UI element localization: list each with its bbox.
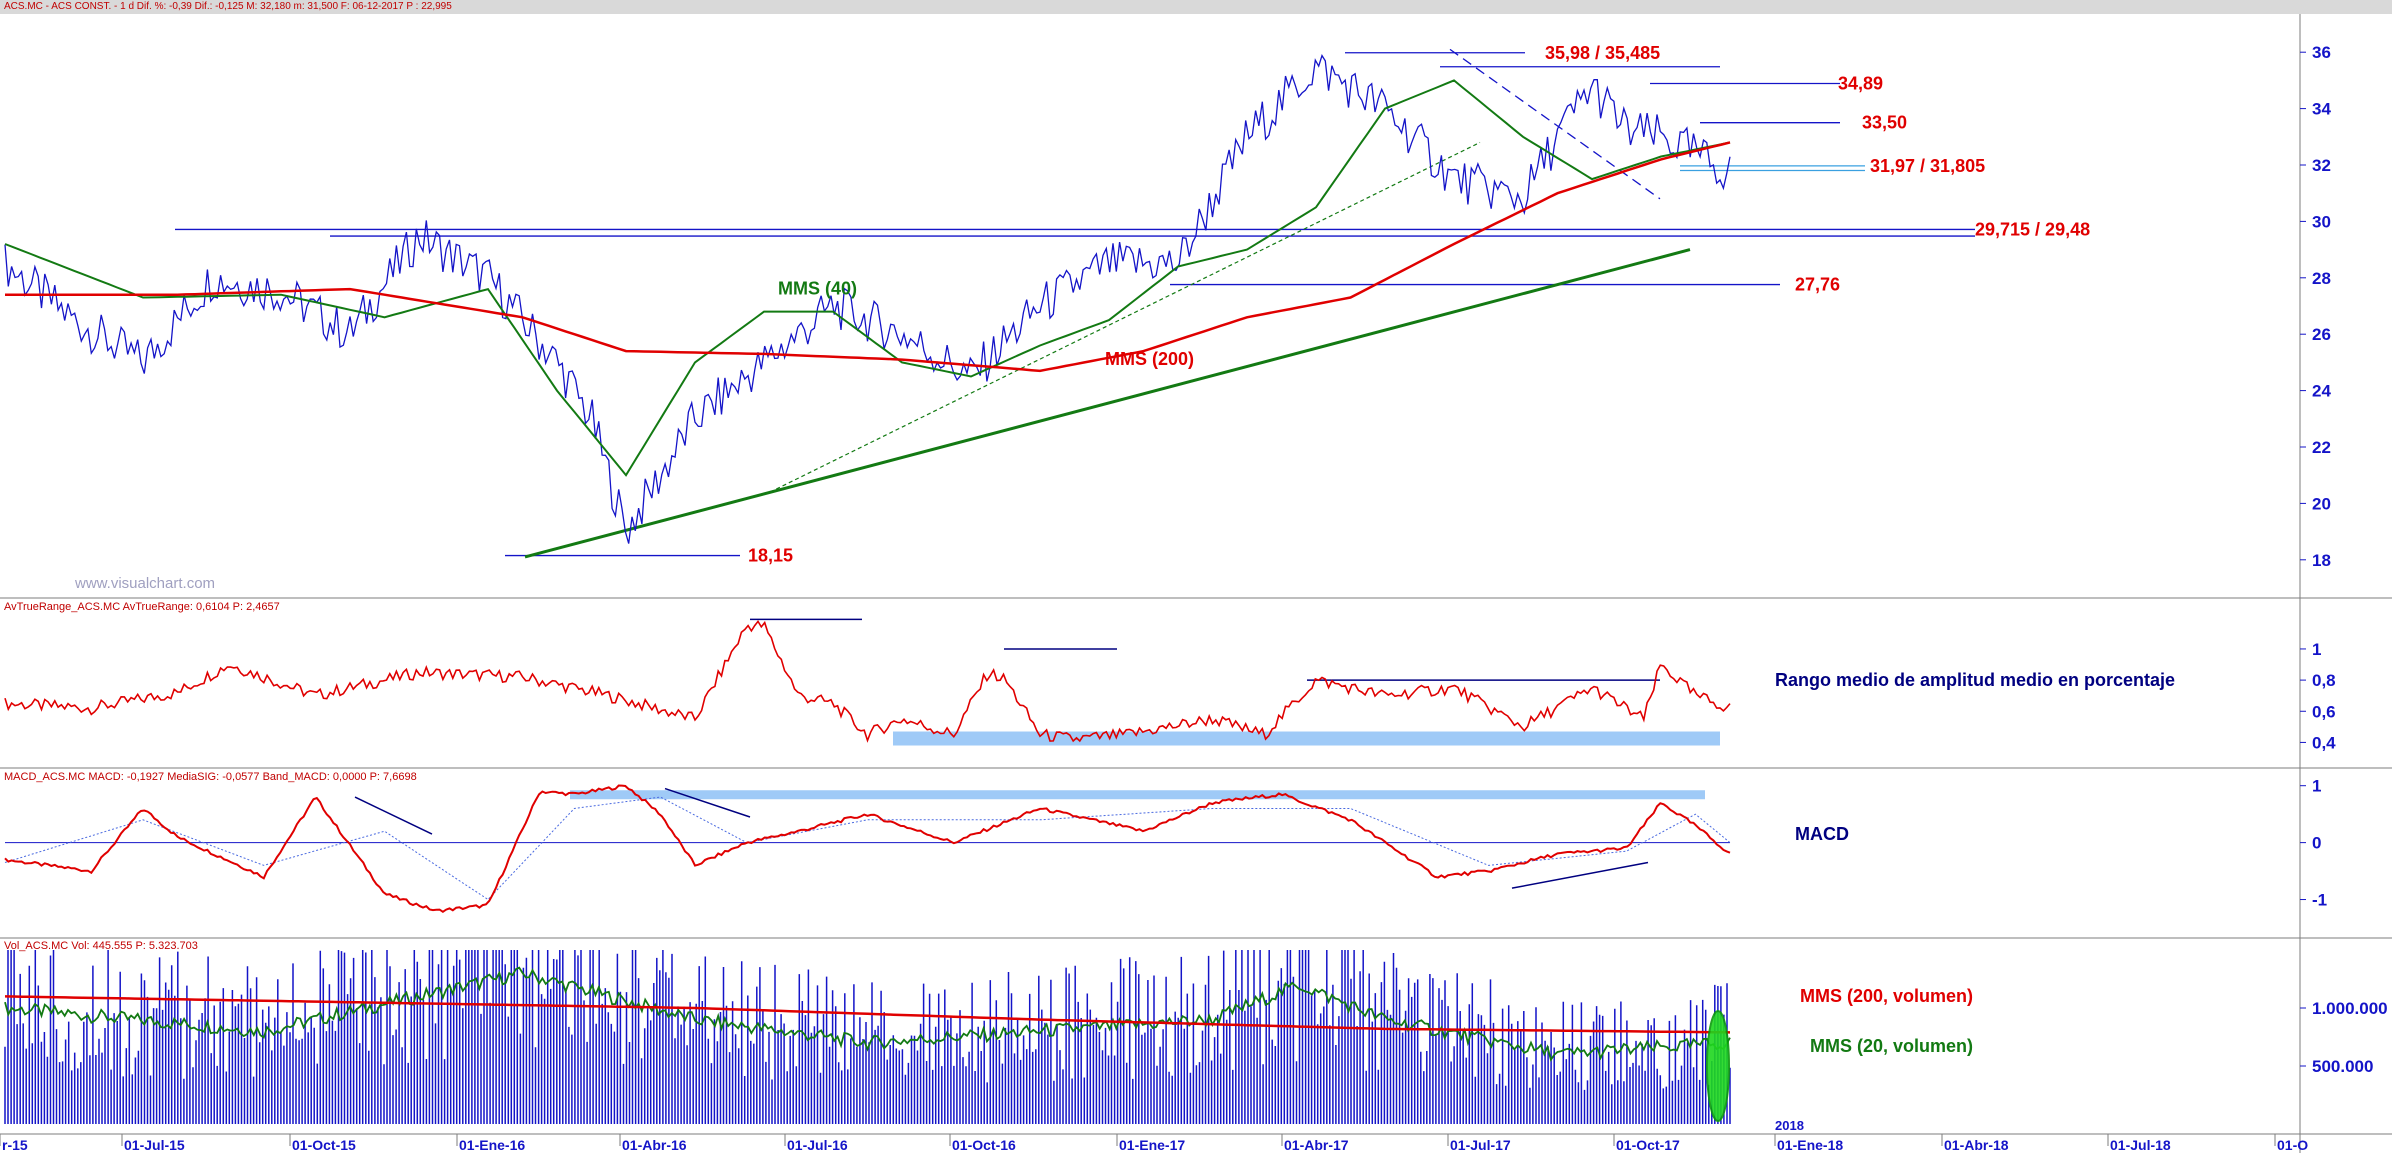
mms200-label: MMS (200) — [1105, 349, 1194, 369]
price-panel: 18 20 22 24 26 28 30 32 34 36 35,98 / 35,485 34,89 3… — [4, 43, 2331, 570]
watermark: www.visualchart.com — [74, 575, 215, 592]
macd-trendline — [664, 787, 751, 818]
x-tick-label: 01-Ene-18 — [1777, 1137, 1843, 1153]
macd-panel-title: MACD_ACS.MC MACD: -0,1927 MediaSIG: -0,0… — [4, 771, 417, 783]
x-axis: r-15 01-Jul-15 01-Oct-15 01-Ene-16 01-Abr-16… — [0, 1118, 2308, 1153]
macd-band — [570, 790, 1705, 800]
y-tick-label: 0,8 — [2312, 671, 2336, 690]
x-tick-label: 01-Oct-17 — [1616, 1137, 1680, 1153]
macd-trendline — [354, 796, 433, 835]
atr-series — [4, 619, 1731, 743]
mms40-series — [4, 79, 1731, 477]
x-tick-label: r-15 — [2, 1137, 28, 1153]
x-tick-label: 01-Oct-15 — [292, 1137, 356, 1153]
level-label: 29,715 / 29,48 — [1975, 219, 2090, 239]
mms200-series — [5, 141, 1731, 373]
x-tick-label: 01-Jul-17 — [1450, 1137, 1511, 1153]
macd-signal-series — [4, 796, 1731, 901]
mms40-label: MMS (40) — [778, 279, 857, 299]
y-tick-label: 0 — [2312, 834, 2321, 853]
level-label: 34,89 — [1838, 74, 1883, 94]
y-tick-label: 18 — [2312, 551, 2331, 570]
volume-panel: 500.000 1.000.000 MMS (200, volumen) MMS (2… — [4, 950, 2388, 1124]
y-tick-label: 22 — [2312, 438, 2331, 457]
x-tick-label: 01-Abr-17 — [1284, 1137, 1349, 1153]
level-label: 18,15 — [748, 546, 793, 566]
x-tick-label: 01-Abr-16 — [622, 1137, 687, 1153]
status-line: ACS.MC - ACS CONST. - 1 d Dif. %: -0,39 … — [4, 1, 452, 12]
level-label: 31,97 / 31,805 — [1870, 156, 1985, 176]
y-tick-label: 30 — [2312, 212, 2331, 231]
macd-panel: -1 0 1 MACD — [4, 777, 2327, 914]
macd-note: MACD — [1795, 824, 1849, 844]
y-tick-label: 24 — [2312, 382, 2331, 401]
y-tick-label: 26 — [2312, 325, 2331, 344]
y-tick-label: 32 — [2312, 156, 2331, 175]
long-trendline — [524, 248, 1691, 559]
atr-band — [893, 731, 1720, 746]
level-label: 33,50 — [1862, 113, 1907, 133]
y-tick-label: 0,4 — [2312, 733, 2336, 752]
level-label: 27,76 — [1795, 275, 1840, 295]
y-tick-label: 1 — [2312, 640, 2321, 659]
x-tick-label: 01-Oct-16 — [952, 1137, 1016, 1153]
x-tick-label: 01-Abr-18 — [1944, 1137, 2009, 1153]
macd-trendline — [1511, 861, 1649, 889]
x-tick-label: 01-O — [2277, 1137, 2308, 1153]
x-tick-label: 01-Jul-15 — [124, 1137, 185, 1153]
volume-highlight — [1706, 1010, 1730, 1122]
level-label: 35,98 / 35,485 — [1545, 43, 1660, 63]
volume-panel-title: Vol_ACS.MC Vol: 445.555 P: 5.323.703 — [4, 940, 198, 952]
volume-bars — [4, 950, 1731, 1124]
panel-frames — [0, 14, 2392, 1153]
y-tick-label: 500.000 — [2312, 1057, 2373, 1076]
dotted-trendline — [769, 141, 1481, 493]
x-tick-label: 01-Ene-16 — [459, 1137, 525, 1153]
price-series — [4, 54, 1731, 544]
atr-note: Rango medio de amplitud medio en porcent… — [1775, 670, 2175, 690]
x-tick-label: 01-Jul-16 — [787, 1137, 848, 1153]
y-tick-label: 28 — [2312, 269, 2331, 288]
atr-panel-title: AvTrueRange_ACS.MC AvTrueRange: 0,6104 P… — [4, 601, 280, 613]
y-tick-label: 34 — [2312, 100, 2331, 119]
vol-mms20-series — [4, 966, 1731, 1062]
year-label: 2018 — [1775, 1118, 1804, 1133]
macd-series — [4, 784, 1731, 914]
status-bar: ACS.MC - ACS CONST. - 1 d Dif. %: -0,39 … — [0, 0, 2392, 14]
vol-mms200-label: MMS (200, volumen) — [1800, 986, 1973, 1006]
y-tick-label: 0,6 — [2312, 702, 2336, 721]
y-tick-label: -1 — [2312, 891, 2327, 910]
x-tick-label: 01-Jul-18 — [2110, 1137, 2171, 1153]
atr-panel: 0,4 0,6 0,8 1 Rango medio de amplitud medio … — [4, 618, 2336, 752]
y-tick-label: 1 — [2312, 777, 2321, 796]
y-tick-label: 36 — [2312, 43, 2331, 62]
y-tick-label: 1.000.000 — [2312, 999, 2388, 1018]
descending-trendline — [1449, 48, 1661, 200]
x-tick-label: 01-Ene-17 — [1119, 1137, 1185, 1153]
y-tick-label: 20 — [2312, 494, 2331, 513]
vol-mms20-label: MMS (20, volumen) — [1810, 1036, 1973, 1056]
vol-mms200-series — [4, 995, 1731, 1034]
